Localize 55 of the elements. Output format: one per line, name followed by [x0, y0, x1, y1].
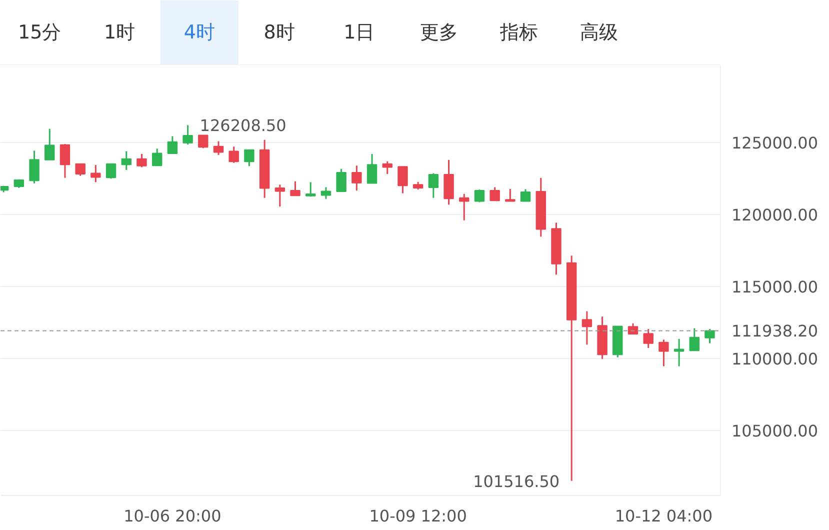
ref-line-label: 111938.20: [732, 322, 818, 341]
candlestick: [520, 188, 531, 202]
y-tick-label: 125000.00: [732, 134, 818, 153]
y-tick-label: 120000.00: [732, 206, 818, 225]
text: 4时: [184, 22, 215, 44]
annotation: 126208.50: [200, 116, 286, 136]
candlestick: [182, 124, 193, 146]
candlestick: [198, 134, 208, 149]
y-tick-label: 115000.00: [732, 278, 818, 297]
candlestick: [352, 164, 362, 192]
x-tick-label: 10-09 12:00: [369, 506, 467, 526]
annotation: 101516.50: [473, 472, 560, 491]
candlestick: [643, 328, 654, 349]
candlestick: [658, 338, 669, 368]
candlestick: [382, 160, 392, 175]
candlestick: [428, 172, 439, 199]
text: 1日: [344, 22, 375, 44]
candlestick: [505, 188, 516, 202]
text: 高级: [580, 22, 618, 44]
x-tick-label: 10-12 04:00: [614, 506, 713, 526]
candlestick: [290, 180, 300, 196]
candlestick: [167, 135, 178, 154]
candlestick: [320, 186, 332, 200]
candlestick: [244, 149, 254, 167]
candlestick: [152, 148, 162, 166]
text: 15分: [18, 22, 62, 44]
candlestick: [121, 150, 132, 171]
text: 1时: [104, 22, 136, 44]
candlestick: [490, 186, 500, 202]
candlestick: [44, 128, 55, 161]
candlestick: [90, 164, 101, 183]
candlestick: [136, 153, 147, 168]
candlestick: [459, 193, 470, 222]
candlestick: [336, 168, 346, 192]
candlestick: [704, 328, 715, 344]
candlestick: [75, 163, 86, 177]
candlestick: [228, 146, 239, 164]
candlestick: [29, 150, 40, 184]
candlestick: [398, 166, 408, 194]
candlestick: [60, 143, 70, 179]
candlestick: [582, 310, 592, 346]
x-tick-label: 10-06 20:00: [124, 506, 222, 526]
text: 指标: [499, 22, 538, 44]
y-tick-label: 110000.00: [732, 350, 818, 369]
text: 8时: [264, 22, 295, 44]
candlestick: [474, 188, 485, 203]
candlestick: [213, 140, 224, 156]
candlestick: [274, 184, 286, 208]
y-tick-label: 105000.00: [732, 422, 818, 441]
candlestick: [689, 328, 700, 352]
text: 更多: [420, 22, 458, 44]
candlestick: [674, 338, 684, 368]
candlestick: [306, 181, 316, 198]
candlestick: [366, 153, 378, 184]
candlestick: [106, 163, 116, 180]
